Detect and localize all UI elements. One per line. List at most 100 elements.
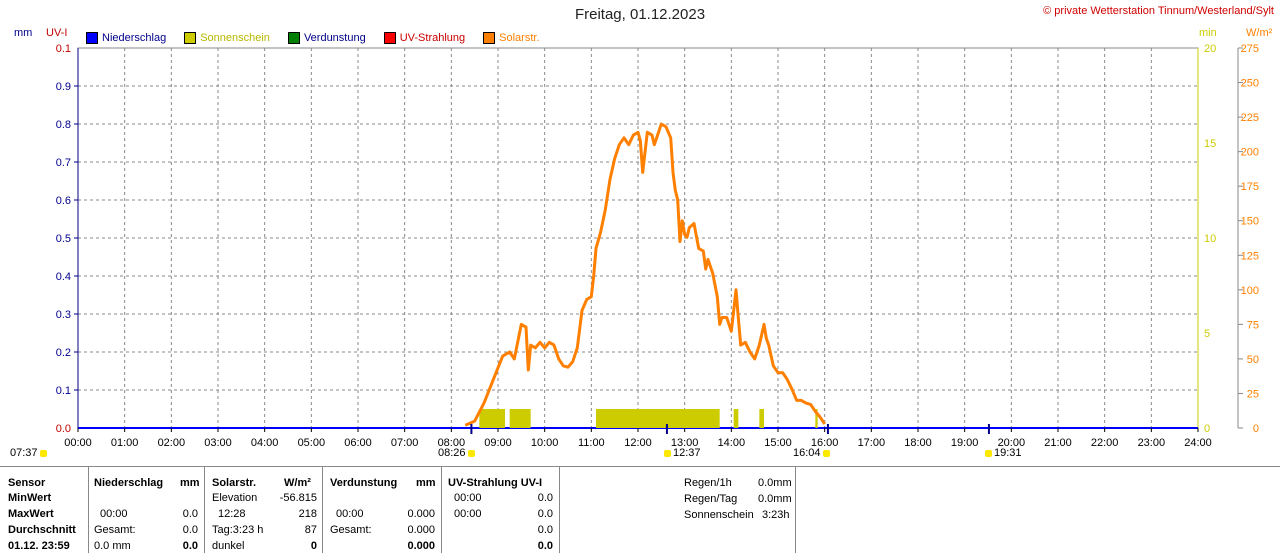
x-axis-tick-label: 10:00: [531, 437, 559, 449]
sunshine-bar: [596, 409, 720, 428]
x-axis-tick-label: 06:00: [344, 437, 372, 449]
row-label-min: MinWert: [8, 492, 52, 504]
solar-axis-tick-label: 100: [1241, 285, 1259, 297]
solar-axis-tick-label: 0: [1253, 423, 1259, 435]
legend-item-solar: Solarstr.: [483, 32, 540, 44]
x-axis-tick-label: 02:00: [158, 437, 186, 449]
x-axis-tick-label: 04:00: [251, 437, 279, 449]
x-axis-tick-label: 21:00: [1044, 437, 1072, 449]
solar-header: Solarstr.: [212, 477, 257, 489]
x-axis-tick-label: 12:00: [624, 437, 652, 449]
solar-axis-tick-label: 125: [1241, 250, 1259, 262]
x-axis-tick-label: 08:00: [438, 437, 466, 449]
summary-label-sonnenschein: Sonnenschein: [684, 509, 754, 521]
solar-axis-tick-label: 250: [1241, 78, 1259, 90]
uv-min-time: 00:00: [454, 492, 482, 504]
x-axis-tick-label: 24:00: [1184, 437, 1212, 449]
legend: Niederschlag Sonnenschein Verdunstung UV…: [86, 31, 558, 45]
row-label-avg: Durchschnitt: [8, 524, 76, 536]
x-axis-tick-label: 16:00: [811, 437, 839, 449]
niederschlag-last-bold: 0.0: [182, 540, 198, 552]
solar-axis-tick-label: 225: [1241, 112, 1259, 124]
niederschlag-unit: mm: [180, 477, 200, 489]
x-axis-tick-label: 13:00: [671, 437, 699, 449]
niederschlag-max-time: 00:00: [100, 508, 128, 520]
legend-label: Niederschlag: [102, 32, 167, 44]
legend-swatch: [483, 32, 496, 44]
x-axis-tick-label: 00:00: [64, 437, 92, 449]
sun-marker: 16:04: [793, 447, 832, 459]
uv-axis-unit: UV-I: [46, 27, 68, 39]
summary-value-regen-1h: 0.0mm: [758, 477, 792, 489]
sun-marker-label: 19:31: [994, 447, 1022, 459]
solar-avg-value: 87: [304, 524, 317, 536]
sun-marker-label: 08:26: [438, 447, 466, 459]
sunshine-bar: [759, 409, 764, 428]
uv-min-value: 0.0: [537, 492, 553, 504]
sunshine-bar: [733, 409, 739, 428]
copyright-notice: © private Wetterstation Tinnum/Westerlan…: [1043, 5, 1274, 17]
solar-axis-tick-label: 200: [1241, 147, 1259, 159]
min-axis-unit: min: [1199, 27, 1217, 39]
solar-max-value: 218: [298, 508, 317, 520]
left-axis-tick-label: 0.3: [56, 309, 71, 321]
solar-last-label: dunkel: [212, 540, 245, 552]
left-axis-tick-label: 0.9: [56, 81, 71, 93]
legend-label: Verdunstung: [303, 32, 366, 44]
sun-marker-label: 07:37: [10, 447, 38, 459]
solar-axis-tick-label: 75: [1247, 319, 1259, 331]
verdunstung-last-value: 0.000: [407, 540, 435, 552]
min-axis-tick-label: 0: [1204, 423, 1210, 435]
row-label-max: MaxWert: [8, 508, 54, 520]
niederschlag-gesamt-value: 0.0: [182, 524, 198, 536]
left-axis-tick-label: 0.5: [56, 233, 71, 245]
summary-label-regen-1h: Regen/1h: [684, 477, 732, 489]
x-axis-tick-label: 11:00: [578, 437, 605, 449]
left-axis-tick-label: 0.2: [56, 347, 71, 359]
sun-marker: 07:37: [10, 447, 49, 459]
legend-label: Solarstr.: [499, 32, 540, 44]
solar-max-time: 12:28: [218, 508, 246, 520]
sunshine-bar: [479, 409, 505, 428]
legend-item-uv: UV-Strahlung: [383, 32, 465, 44]
min-axis-tick-label: 20: [1204, 43, 1216, 55]
verdunstung-gesamt-value: 0.000: [407, 524, 435, 536]
verdunstung-header: Verdunstung: [330, 477, 398, 489]
x-axis-tick-label: 23:00: [1138, 437, 1166, 449]
uv-header: UV-Strahlung UV-I: [448, 477, 543, 489]
summary-label-regen-tag: Regen/Tag: [684, 493, 738, 505]
solar-unit: W/m²: [284, 477, 311, 489]
legend-swatch: [383, 32, 396, 44]
x-axis-tick-label: 01:00: [111, 437, 139, 449]
page-title: Freitag, 01.12.2023: [574, 6, 706, 23]
left-axis-tick-label: 0.4: [56, 271, 71, 283]
sunshine-bar: [815, 409, 818, 428]
legend-swatch: [287, 32, 300, 44]
sun-icon: [467, 449, 475, 457]
solar-axis-tick-label: 175: [1241, 181, 1259, 193]
legend-label: Sonnenschein: [200, 32, 270, 44]
solar-series-line: [464, 122, 826, 427]
verdunstung-gesamt-label: Gesamt:: [330, 524, 372, 536]
uv-avg-value: 0.0: [537, 524, 553, 536]
solar-last-value: 0: [310, 540, 317, 552]
sun-icon: [664, 449, 671, 457]
x-axis-tick-label: 14:00: [718, 437, 746, 449]
x-axis-tick-label: 22:00: [1091, 437, 1119, 449]
sun-marker: 12:37: [662, 447, 701, 459]
legend-item-niederschlag: Niederschlag: [86, 32, 166, 44]
niederschlag-max-value: 0.0: [182, 508, 198, 520]
x-axis-tick-label: 18:00: [904, 437, 932, 449]
verdunstung-max-value: 0.000: [407, 508, 435, 520]
uv-axis-tick-label: 0.0: [56, 423, 71, 435]
summary-value-regen-tag: 0.0mm: [758, 493, 792, 505]
x-axis-tick-label: 09:00: [484, 437, 512, 449]
uv-max-value: 0.0: [537, 508, 553, 520]
uv-max-time: 00:00: [454, 508, 482, 520]
solar-axis-unit: W/m²: [1246, 27, 1273, 39]
sun-marker: 08:26: [438, 447, 477, 459]
min-axis-tick-label: 10: [1204, 233, 1216, 245]
niederschlag-gesamt-label: Gesamt:: [94, 524, 136, 536]
stats-table: Sensor MinWert MaxWert Durchschnitt 01.1…: [0, 466, 1280, 553]
left-axis-tick-label: 0.1: [56, 385, 71, 397]
